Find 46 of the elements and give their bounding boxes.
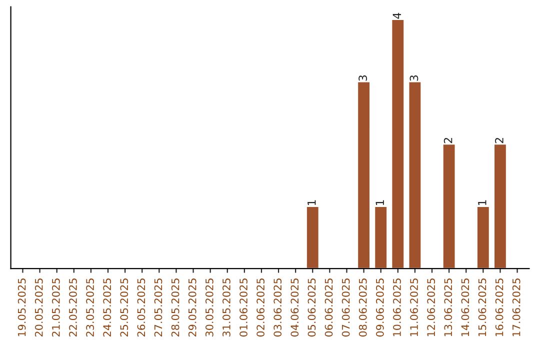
x-tick-label: 25.05.2025	[120, 278, 128, 337]
bar	[476, 206, 490, 269]
x-tick-label: 23.05.2025	[86, 278, 94, 337]
x-tick-label: 28.05.2025	[171, 278, 180, 337]
x-tick-label: 31.05.2025	[222, 278, 230, 336]
x-tick-label: 27.05.2025	[154, 278, 162, 337]
x-tick-label: 13.06.2025	[444, 278, 452, 336]
bar	[306, 206, 320, 269]
x-tick-label: 03.06.2025	[274, 278, 282, 337]
data-label: 4	[392, 12, 401, 19]
bar	[390, 18, 405, 269]
bar	[408, 80, 422, 269]
x-tick-label: 29.05.2025	[188, 278, 196, 337]
x-tick-label: 19.05.2025	[18, 278, 26, 336]
x-tick-label: 01.06.2025	[240, 278, 248, 337]
bar	[493, 143, 508, 269]
x-tick-label: 30.05.2025	[205, 278, 214, 336]
data-label: 1	[308, 200, 316, 206]
x-tick-label: 06.06.2025	[324, 278, 333, 337]
x-tick-label: 08.06.2025	[358, 278, 367, 337]
x-tick-label: 22.05.2025	[69, 278, 77, 337]
bar	[442, 143, 456, 269]
x-tick-label: 14.06.2025	[461, 278, 470, 336]
x-tick-label: 21.05.2025	[52, 278, 60, 337]
x-tick-label: 15.06.2025	[478, 278, 486, 336]
data-label: 3	[358, 75, 368, 81]
x-tick-label: 12.06.2025	[427, 278, 436, 336]
x-tick-label: 02.06.2025	[256, 278, 264, 337]
data-label: 1	[478, 200, 486, 206]
x-tick-label: 24.05.2025	[103, 278, 112, 337]
data-label: 1	[376, 200, 384, 206]
x-tick-label: 05.06.2025	[308, 278, 316, 337]
x-tick-label: 20.05.2025	[34, 278, 43, 337]
data-label: 2	[495, 138, 504, 144]
x-tick-label: 17.06.2025	[512, 278, 520, 336]
bar	[374, 206, 388, 269]
bar	[356, 80, 371, 269]
data-label: 2	[444, 138, 452, 144]
x-tick-label: 16.06.2025	[495, 278, 504, 336]
x-tick-label: 04.06.2025	[290, 278, 299, 337]
x-tick-label: 26.05.2025	[137, 278, 146, 337]
x-tick-label: 07.06.2025	[342, 278, 350, 337]
x-tick-label: 11.06.2025	[410, 278, 418, 336]
x-tick-label: 10.06.2025	[393, 278, 401, 336]
x-tick-label: 09.06.2025	[376, 278, 384, 337]
data-label: 3	[410, 75, 418, 81]
